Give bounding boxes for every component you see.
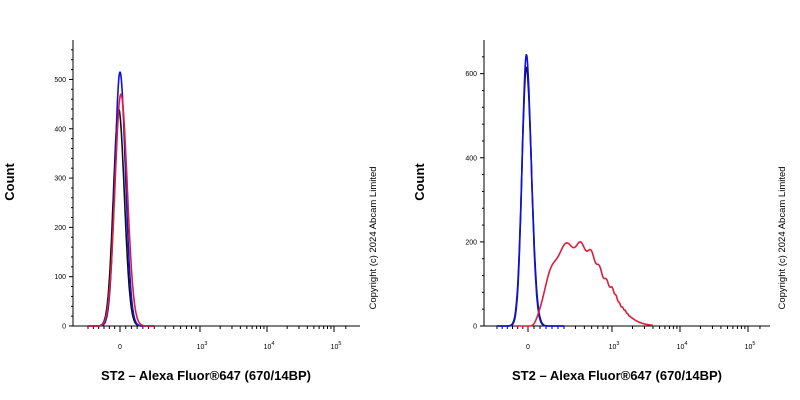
series-isotype-control bbox=[87, 71, 155, 327]
x-axis-title: ST2 – Alexa Fluor®647 (670/14BP) bbox=[101, 368, 311, 383]
y-tick-label: 400 bbox=[54, 126, 66, 133]
series-unstained bbox=[496, 66, 565, 327]
x-tick-label: 105 bbox=[331, 341, 342, 351]
y-axis-title: Count bbox=[412, 163, 427, 201]
y-tick-label: 200 bbox=[465, 239, 477, 246]
x-tick-label: 0 bbox=[118, 344, 122, 351]
series-ST2 bbox=[515, 240, 654, 327]
y-tick-label: 400 bbox=[465, 155, 477, 162]
left-panel: 0 100 200 300 400 500 0 103 104 105 ST2 – Alexa Fl… bbox=[2, 40, 379, 383]
copyright-text: Copyright (c) 2024 Abcam Limited bbox=[777, 166, 788, 309]
y-tick-label: 600 bbox=[465, 71, 477, 78]
x-axis-title: ST2 – Alexa Fluor®647 (670/14BP) bbox=[512, 368, 722, 383]
y-tick-label: 300 bbox=[54, 176, 66, 183]
x-tick-label: 105 bbox=[745, 341, 756, 351]
right-panel: 0 200 400 600 0 103 104 105 ST2 – Alexa Fluor®64… bbox=[412, 40, 788, 383]
series-unstained bbox=[87, 108, 155, 327]
series-ST2 bbox=[87, 93, 155, 327]
copyright-text: Copyright (c) 2024 Abcam Limited bbox=[368, 166, 379, 309]
y-tick-label: 0 bbox=[62, 324, 66, 331]
x-tick-label: 104 bbox=[677, 341, 688, 351]
series-isotype-control bbox=[496, 54, 565, 327]
x-tick-label: 103 bbox=[197, 341, 208, 351]
y-tick-label: 100 bbox=[54, 274, 66, 281]
y-tick-label: 200 bbox=[54, 225, 66, 232]
y-tick-label: 0 bbox=[473, 324, 477, 331]
x-tick-label: 103 bbox=[609, 341, 620, 351]
y-tick-label: 500 bbox=[54, 77, 66, 84]
y-axis-title: Count bbox=[2, 163, 17, 201]
x-tick-label: 0 bbox=[526, 344, 530, 351]
x-tick-label: 104 bbox=[264, 341, 275, 351]
